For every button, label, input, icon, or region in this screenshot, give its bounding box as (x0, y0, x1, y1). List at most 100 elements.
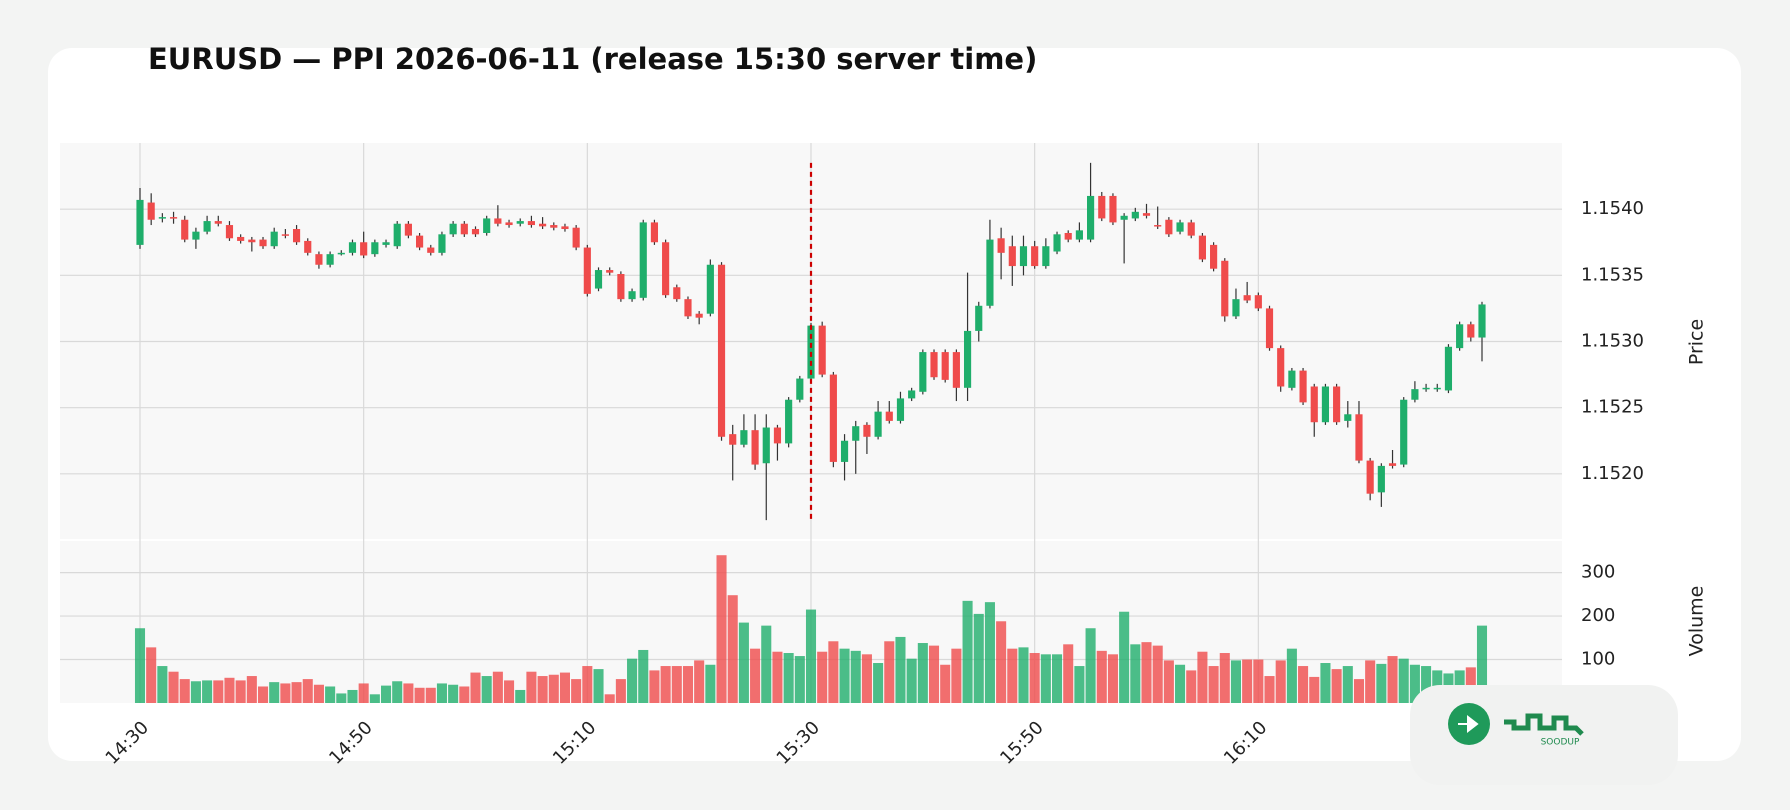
volume-bar (537, 676, 548, 703)
candle-body (225, 225, 234, 239)
candle-body (505, 222, 513, 226)
candle-body (673, 287, 681, 300)
logo-arrow (1458, 714, 1479, 734)
candle-body (952, 352, 960, 388)
volume-bar (1197, 651, 1208, 703)
candle-body (706, 264, 714, 314)
candle-body (1019, 246, 1028, 267)
candle-body (684, 299, 692, 317)
volume-bar (492, 671, 503, 703)
volume-bar (783, 653, 794, 703)
volume-bar (817, 651, 828, 703)
candle-body (1456, 324, 1464, 349)
candle-body (785, 399, 793, 444)
candle-body (1221, 260, 1229, 317)
volume-bar (716, 555, 727, 703)
candle-body (494, 218, 502, 224)
volume-tick-label: 100 (1581, 649, 1615, 670)
volume-bar (414, 687, 425, 703)
candle-body (1310, 386, 1318, 423)
candle-body (550, 225, 558, 228)
volume-bar (403, 683, 414, 703)
candle-body (259, 239, 267, 247)
candle-body (539, 223, 547, 227)
candle-body (1210, 244, 1218, 269)
candle-body (1109, 195, 1117, 223)
volume-bar (638, 649, 649, 703)
volume-bar (671, 666, 682, 703)
candle-body (449, 223, 457, 235)
volume-bar (459, 686, 470, 703)
y-tick-label: 1.1520 (1581, 463, 1644, 484)
volume-bar (224, 677, 235, 703)
volume-bar (1298, 666, 1309, 703)
volume-bar (146, 647, 157, 703)
candle-body (1321, 386, 1330, 423)
candle-body (1400, 399, 1408, 465)
volume-bar (571, 679, 582, 703)
candle-body (516, 221, 524, 224)
volume-bar (190, 681, 201, 703)
volume-bar (157, 666, 168, 703)
volume-bar (615, 679, 626, 703)
volume-bar (727, 595, 738, 703)
candle-body (908, 390, 916, 399)
candle-body (896, 398, 905, 421)
candle-body (1288, 370, 1296, 388)
volume-bar (325, 686, 336, 703)
volume-bar (738, 622, 749, 703)
candle-body (762, 427, 770, 464)
candle-body (360, 242, 368, 256)
candle-body (1467, 324, 1475, 338)
y-tick-label: 1.1525 (1581, 397, 1644, 418)
volume-bar (381, 685, 392, 703)
candle-body (192, 231, 200, 240)
candle-body (1254, 295, 1262, 309)
candle-body (1120, 215, 1128, 220)
candle-body (1366, 460, 1374, 494)
candle-body (863, 424, 871, 437)
candle-body (158, 217, 166, 219)
volume-bar (1476, 625, 1488, 703)
volume-bar (291, 682, 302, 703)
candle-body (147, 202, 155, 220)
candle-body (427, 247, 435, 253)
volume-bar (313, 684, 324, 703)
candle-body (471, 229, 480, 235)
logo-text: SOODUP (1541, 738, 1580, 748)
volume-bar (1085, 628, 1096, 703)
volume-bar (794, 656, 805, 703)
candle-body (729, 434, 737, 445)
candle-body (717, 264, 726, 437)
volume-bar (828, 641, 839, 703)
candle-body (1064, 232, 1072, 240)
volume-bar (1264, 676, 1275, 703)
candle-body (963, 330, 972, 388)
candle-body (1008, 246, 1016, 267)
candle-body (829, 374, 837, 462)
candle-body (315, 254, 323, 265)
volume-bar (1018, 647, 1029, 703)
volume-bar (425, 687, 436, 703)
candle-body (237, 236, 245, 241)
candle-body (840, 440, 849, 462)
volume-bar (1208, 666, 1219, 703)
candle-body (460, 223, 468, 235)
candle-body (169, 217, 178, 219)
y-tick-label: 1.1535 (1581, 264, 1644, 285)
candle-body (214, 221, 222, 224)
volume-bar (1175, 664, 1186, 703)
candle-body (1243, 295, 1251, 301)
candle-body (1087, 195, 1095, 240)
volume-bar (559, 672, 570, 703)
volume-bar (694, 660, 705, 703)
candle-body (248, 239, 256, 243)
candle-body (404, 223, 412, 236)
candle-body (1042, 246, 1050, 267)
logo: SOODUP (1410, 685, 1678, 785)
candle-body (1176, 222, 1184, 232)
candle-body (986, 239, 994, 306)
candle-body (941, 352, 949, 380)
candle-body (1299, 370, 1307, 403)
